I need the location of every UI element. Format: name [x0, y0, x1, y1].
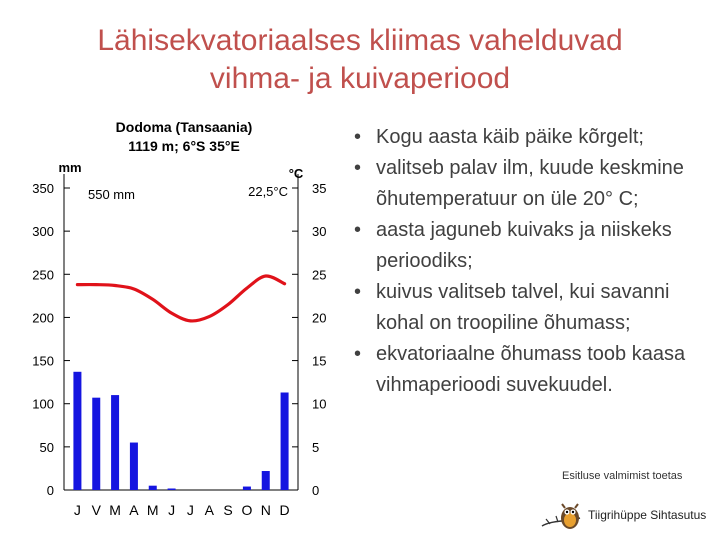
- month-label: N: [261, 502, 271, 518]
- station-name: Dodoma (Tansaania): [116, 119, 253, 135]
- month-label: A: [205, 502, 215, 518]
- month-label: M: [109, 502, 121, 518]
- left-unit-label: mm: [58, 160, 81, 175]
- month-label: V: [92, 502, 102, 518]
- chart-axes: 0 50 100 150 200 250 300 350 0 5 10 15 20 25 30 35: [32, 174, 326, 498]
- mean-temperature: 22,5°C: [248, 184, 288, 199]
- left-tick-label: 150: [32, 354, 54, 369]
- precipitation-bar: [92, 397, 101, 490]
- left-tick-label: 350: [32, 181, 54, 196]
- right-unit-label: °C: [289, 166, 304, 181]
- temperature-line-group: [75, 274, 287, 323]
- month-label: M: [147, 502, 159, 518]
- bullet-item: kuivus valitseb talvel, kui savanni koha…: [352, 277, 712, 339]
- bullet-item: ekvatoriaalne õhumass toob kaasa vihmape…: [352, 339, 712, 401]
- right-tick-label: 20: [312, 310, 326, 325]
- month-label: J: [168, 502, 175, 518]
- credit-text: Esitluse valmimist toetas: [562, 470, 683, 482]
- month-label: O: [241, 502, 252, 518]
- left-tick-label: 300: [32, 224, 54, 239]
- owl-logo-icon: [541, 503, 581, 529]
- month-label: D: [280, 502, 290, 518]
- precipitation-bar: [148, 485, 157, 490]
- right-tick-label: 15: [312, 354, 326, 369]
- precipitation-bar: [73, 371, 82, 490]
- left-tick-label: 200: [32, 310, 54, 325]
- right-tick-label: 30: [312, 224, 326, 239]
- right-tick-label: 35: [312, 181, 326, 196]
- credit-org: Tiigrihüppe Sihtasutus: [588, 508, 707, 522]
- slide-title-line-1: Lähisekvatoriaalses kliimas vahelduvad: [97, 24, 623, 57]
- month-label: S: [223, 502, 232, 518]
- precipitation-bar: [111, 395, 120, 490]
- slide-title-line-2: vihma- ja kuivaperiood: [209, 62, 511, 95]
- precipitation-bar: [167, 488, 176, 490]
- left-tick-label: 250: [32, 267, 54, 282]
- bullet-item: aasta jaguneb kuivaks ja niiskeks perioo…: [352, 215, 712, 277]
- annual-precipitation: 550 mm: [88, 187, 135, 202]
- right-tick-label: 5: [312, 440, 319, 455]
- precipitation-bar: [242, 486, 251, 490]
- precipitation-bar: [129, 442, 138, 490]
- precipitation-bar: [280, 392, 289, 490]
- left-tick-label: 100: [32, 397, 54, 412]
- slide-title: Lähisekvatoriaalses kliimas vahelduvad v…: [0, 22, 720, 98]
- temperature-line: [75, 274, 287, 323]
- month-label: J: [74, 502, 81, 518]
- right-tick-label: 0: [312, 483, 319, 498]
- station-info: 1119 m; 6°S 35°E: [128, 138, 240, 154]
- month-label: J: [187, 502, 194, 518]
- right-tick-label: 25: [312, 267, 326, 282]
- month-label: A: [129, 502, 139, 518]
- left-tick-label: 50: [40, 440, 54, 455]
- bullet-item: valitseb palav ilm, kuude keskmine õhute…: [352, 153, 712, 215]
- right-tick-label: 10: [312, 397, 326, 412]
- bullet-item: Kogu aasta käib päike kõrgelt;: [352, 122, 712, 153]
- left-tick-label: 0: [47, 483, 54, 498]
- precipitation-bar: [261, 471, 270, 490]
- precipitation-bars: [73, 371, 289, 490]
- bullet-list: Kogu aasta käib päike kõrgelt; valitseb …: [352, 122, 712, 401]
